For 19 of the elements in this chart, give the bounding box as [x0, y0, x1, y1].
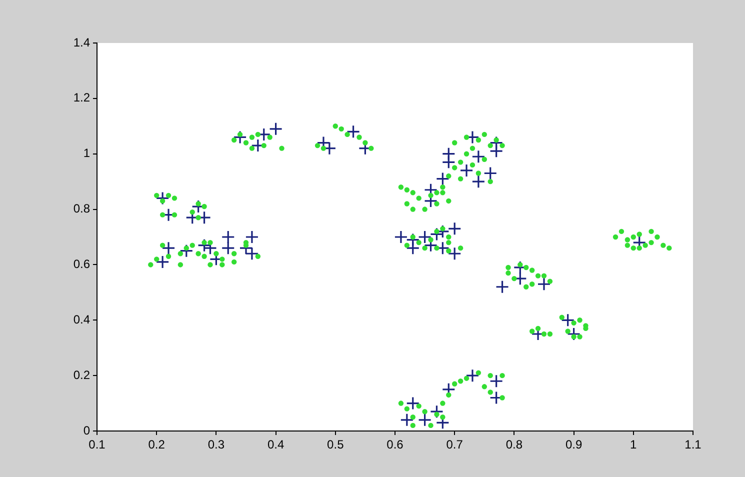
y-tick-label: 0.6 — [73, 257, 90, 272]
x-tick-label: 1 — [630, 438, 638, 452]
y-tick-label: 1.4 — [73, 35, 90, 50]
x-tick-label: 0.8 — [506, 438, 523, 452]
x-tick-label: 0.7 — [446, 438, 464, 452]
y-tick-label: 0.2 — [73, 368, 90, 382]
x-tick-label: 0.2 — [148, 438, 166, 452]
y-tick-label: 0.4 — [73, 312, 90, 326]
x-tick-label: 0.6 — [386, 438, 404, 452]
y-tick-label: 1 — [83, 146, 90, 160]
x-tick-label: 0.4 — [267, 438, 284, 452]
x-tick-label: 0.1 — [88, 438, 106, 452]
y-tick-label: 0 — [83, 423, 90, 438]
x-tick-label: 0.9 — [565, 438, 582, 452]
y-tick-label: 0.8 — [73, 202, 90, 216]
x-tick-label: 0.5 — [327, 438, 344, 452]
x-tick-label: 1.1 — [684, 438, 702, 452]
x-tick-label: 0.3 — [208, 438, 225, 452]
y-tick-label: 1.2 — [73, 90, 90, 105]
